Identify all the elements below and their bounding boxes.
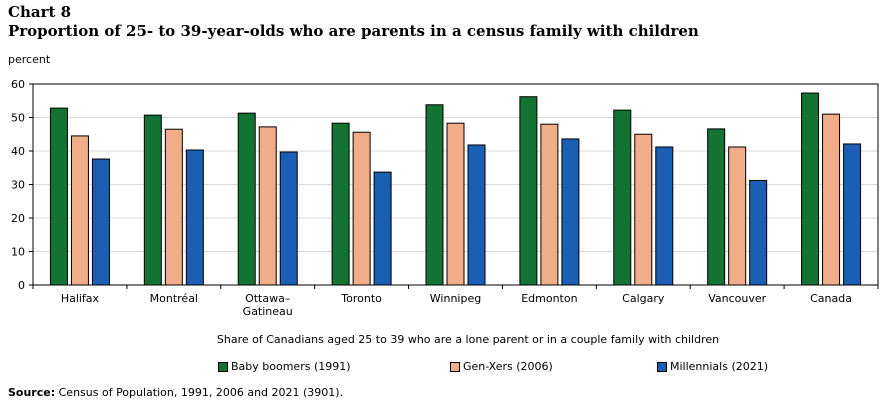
- bar-baby-boomers: [613, 109, 632, 286]
- legend-label-gen-xers: Gen-Xers (2006): [463, 360, 553, 373]
- legend-swatch-baby-boomers: [218, 361, 228, 372]
- bar-baby-boomers: [331, 122, 350, 286]
- legend-swatch-millennials: [657, 361, 667, 372]
- x-tick-label: Ottawa– Gatineau: [243, 292, 293, 318]
- y-tick-label: 20: [11, 212, 25, 225]
- bar-gen-xers: [728, 146, 747, 286]
- y-tick-label: 0: [18, 279, 25, 292]
- bar-baby-boomers: [425, 104, 444, 286]
- bar-gen-xers: [446, 122, 465, 286]
- bar-millennials: [467, 144, 486, 286]
- bar-baby-boomers: [143, 114, 162, 286]
- bar-baby-boomers: [707, 128, 726, 286]
- bar-millennials: [373, 171, 392, 286]
- chart-title: Chart 8: [8, 3, 72, 21]
- y-tick-label: 10: [11, 246, 25, 259]
- y-tick-label: 40: [11, 145, 25, 158]
- bar-gen-xers: [822, 113, 841, 286]
- legend-swatch-gen-xers: [450, 361, 460, 372]
- bar-baby-boomers: [519, 96, 538, 286]
- bar-millennials: [91, 158, 110, 286]
- bar-millennials: [561, 138, 580, 286]
- axes: 0 10 20 30 40 50 60 Halifax Montréal Ottawa– Gatin…: [11, 78, 879, 318]
- plot-frame: [32, 83, 879, 286]
- y-tick-label: 60: [11, 78, 25, 91]
- x-tick-label: Toronto: [340, 292, 382, 305]
- legend-item-millennials: Millennials (2021): [657, 360, 768, 373]
- x-tick-label: Canada: [810, 292, 852, 305]
- bar-gen-xers: [164, 128, 183, 286]
- legend-item-baby-boomers: Baby boomers (1991): [218, 360, 351, 373]
- source-text: Census of Population, 1991, 2006 and 202…: [55, 386, 344, 399]
- y-axis-unit-label: percent: [8, 53, 51, 66]
- legend-item-gen-xers: Gen-Xers (2006): [450, 360, 553, 373]
- y-tick-label: 50: [11, 112, 25, 125]
- bar-millennials: [185, 149, 204, 286]
- bars: [49, 92, 862, 286]
- x-axis-title: Share of Canadians aged 25 to 39 who are…: [216, 333, 720, 346]
- bar-gen-xers: [540, 123, 559, 286]
- bar-millennials: [843, 143, 862, 286]
- bar-gen-xers: [352, 131, 371, 286]
- x-tick-label: Vancouver: [708, 292, 766, 305]
- x-tick-label: Edmonton: [521, 292, 577, 305]
- legend-label-millennials: Millennials (2021): [670, 360, 769, 373]
- x-tick-label: Halifax: [61, 292, 100, 305]
- bar-baby-boomers: [801, 92, 820, 286]
- chart-subtitle: Proportion of 25- to 39-year-olds who ar…: [8, 22, 699, 40]
- x-tick-label: Winnipeg: [430, 292, 481, 305]
- source-note: Source: Census of Population, 1991, 2006…: [8, 386, 343, 399]
- y-tick-label: 30: [11, 179, 25, 192]
- x-tick-label: Calgary: [622, 292, 665, 305]
- x-tick-label: Montréal: [150, 292, 198, 305]
- bar-millennials: [655, 146, 674, 286]
- bar-gen-xers: [258, 126, 277, 286]
- bar-chart: 0 10 20 30 40 50 60 Halifax Montréal Ottawa– Gatin…: [11, 78, 879, 318]
- bar-baby-boomers: [49, 107, 68, 286]
- source-label: Source:: [8, 386, 56, 399]
- bar-gen-xers: [70, 135, 89, 286]
- bar-gen-xers: [634, 133, 653, 286]
- legend-label-baby-boomers: Baby boomers (1991): [231, 360, 351, 373]
- bar-millennials: [279, 151, 298, 286]
- bar-millennials: [749, 179, 768, 286]
- bar-baby-boomers: [237, 112, 256, 286]
